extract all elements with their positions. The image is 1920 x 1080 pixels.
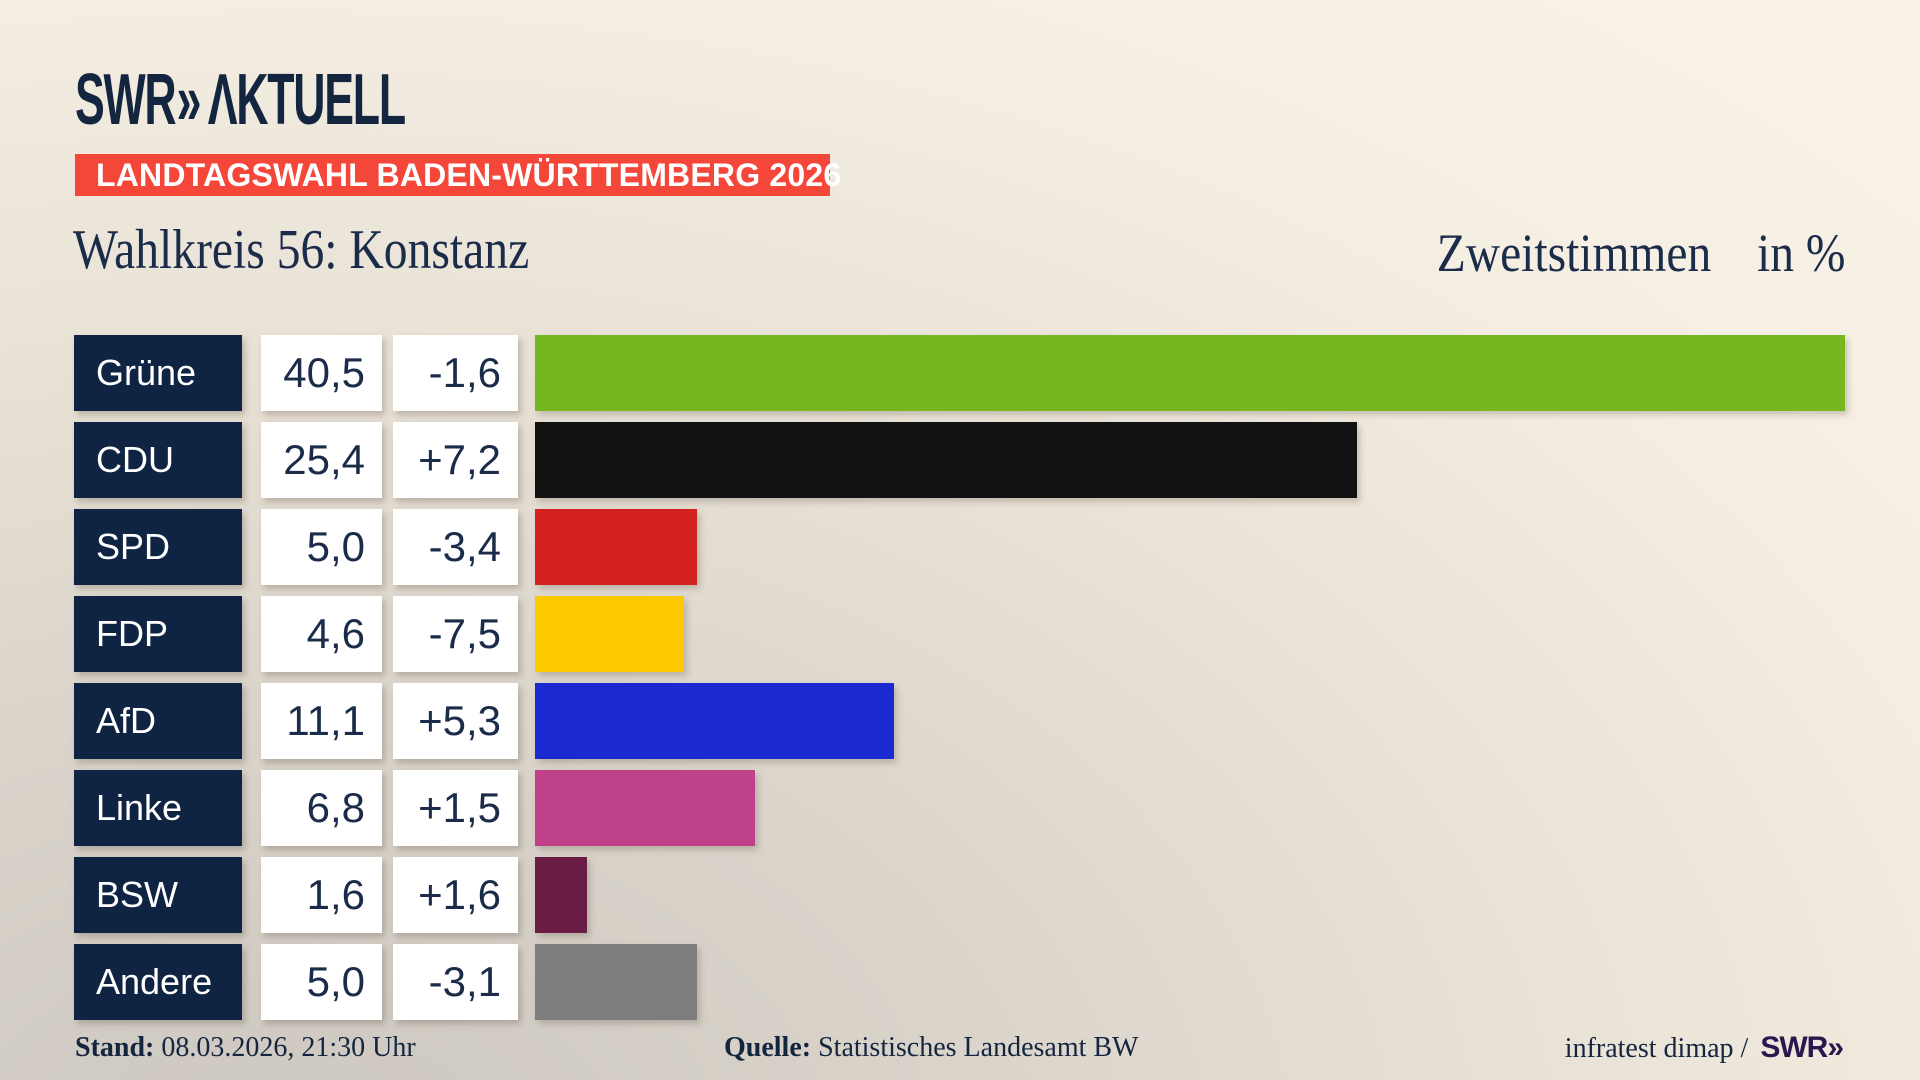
party-label: CDU — [74, 422, 242, 498]
quelle-value: Statistisches Landesamt BW — [818, 1032, 1139, 1063]
value-cell: 11,1 — [261, 683, 382, 759]
value-cell: 25,4 — [261, 422, 382, 498]
bar — [535, 770, 755, 846]
change-cell: -3,4 — [393, 509, 518, 585]
source-note: Quelle: Statistisches Landesamt BW — [724, 1032, 1138, 1064]
bar — [535, 596, 684, 672]
value-cell: 4,6 — [261, 596, 382, 672]
measure-label: Zweitstimmen — [1436, 223, 1711, 283]
logo-chevrons-icon: » — [176, 60, 202, 140]
quelle-label: Quelle: — [724, 1032, 812, 1063]
change-cell: -1,6 — [393, 335, 518, 411]
value-cell: 5,0 — [261, 509, 382, 585]
chart-row: SPD 5,0 -3,4 — [0, 509, 1920, 585]
chart-row: CDU 25,4 +7,2 — [0, 422, 1920, 498]
logo-aktuell-text: ΛKTUELL — [207, 60, 406, 140]
page-title: Wahlkreis 56: Konstanz — [73, 219, 530, 281]
credit-swr-logo: SWR» — [1760, 1031, 1844, 1064]
change-cell: +5,3 — [393, 683, 518, 759]
change-cell: -3,1 — [393, 944, 518, 1020]
chart-row: Andere 5,0 -3,1 — [0, 944, 1920, 1020]
party-label: AfD — [74, 683, 242, 759]
credit-text: infratest dimap / — [1564, 1033, 1749, 1064]
bar — [535, 335, 1845, 411]
change-cell: +1,6 — [393, 857, 518, 933]
credit-note: infratest dimap / SWR» — [1564, 1031, 1844, 1065]
swr-aktuell-logo: SWR»ΛKTUELL — [75, 64, 406, 136]
logo-swr-text: SWR — [75, 60, 177, 140]
stand-timestamp: Stand: 08.03.2026, 21:30 Uhr — [75, 1032, 416, 1064]
bar — [535, 422, 1357, 498]
chart-row: FDP 4,6 -7,5 — [0, 596, 1920, 672]
stand-label: Stand: — [75, 1032, 155, 1063]
bar — [535, 509, 697, 585]
chart-row: Grüne 40,5 -1,6 — [0, 335, 1920, 411]
party-label: Grüne — [74, 335, 242, 411]
party-label: BSW — [74, 857, 242, 933]
value-cell: 6,8 — [261, 770, 382, 846]
credit-chevrons-icon: » — [1827, 1031, 1844, 1064]
party-label: Andere — [74, 944, 242, 1020]
vote-type-heading: Zweitstimmen in % — [1436, 224, 1845, 282]
unit-label: in % — [1756, 223, 1845, 283]
value-cell: 1,6 — [261, 857, 382, 933]
chart-row: Linke 6,8 +1,5 — [0, 770, 1920, 846]
bar — [535, 944, 697, 1020]
party-label: SPD — [74, 509, 242, 585]
election-banner: LANDTAGSWAHL BADEN-WÜRTTEMBERG 2026 — [75, 154, 841, 196]
party-label: FDP — [74, 596, 242, 672]
change-cell: +1,5 — [393, 770, 518, 846]
chart-row: BSW 1,6 +1,6 — [0, 857, 1920, 933]
stand-value: 08.03.2026, 21:30 Uhr — [161, 1032, 416, 1063]
bar-chart: Grüne 40,5 -1,6 CDU 25,4 +7,2 SPD 5,0 -3… — [0, 335, 1920, 1031]
value-cell: 5,0 — [261, 944, 382, 1020]
chart-row: AfD 11,1 +5,3 — [0, 683, 1920, 759]
change-cell: -7,5 — [393, 596, 518, 672]
bar — [535, 857, 587, 933]
change-cell: +7,2 — [393, 422, 518, 498]
value-cell: 40,5 — [261, 335, 382, 411]
banner-label: LANDTAGSWAHL BADEN-WÜRTTEMBERG 2026 — [96, 157, 842, 193]
party-label: Linke — [74, 770, 242, 846]
bar — [535, 683, 894, 759]
